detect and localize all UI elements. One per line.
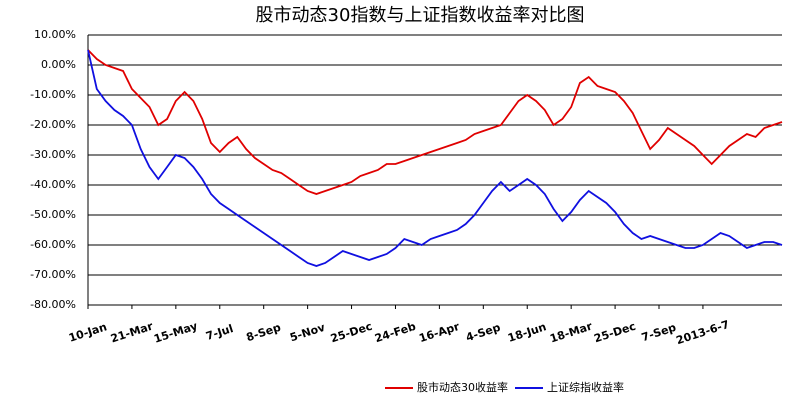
x-tick-label: 7-Sep (640, 321, 678, 344)
y-tick-label: -50.00% (30, 208, 76, 221)
x-tick-label: 15-May (152, 319, 199, 345)
x-tick-label: 25-Dec (592, 320, 637, 346)
x-tick-label: 4-Sep (464, 321, 502, 344)
y-tick-label: -70.00% (30, 268, 76, 281)
y-tick-label: -20.00% (30, 118, 76, 131)
x-tick-label: 18-Jun (506, 320, 548, 345)
x-tick-label: 16-Apr (417, 320, 461, 345)
y-tick-label: 0.00% (41, 58, 76, 71)
y-tick-label: -10.00% (30, 88, 76, 101)
x-tick-label: 24-Feb (373, 320, 417, 345)
x-tick-label: 21-Mar (109, 319, 155, 345)
y-tick-label: -40.00% (30, 178, 76, 191)
x-tick-label: 7-Jul (204, 322, 235, 343)
x-tick-label: 8-Sep (245, 321, 283, 344)
x-tick-label: 18-Mar (548, 319, 594, 345)
x-tick-label: 25-Dec (329, 320, 374, 346)
x-tick-label: 5-Nov (288, 321, 327, 345)
y-tick-label: -60.00% (30, 238, 76, 251)
series-line (87, 49, 783, 267)
legend-label: 上证综指收益率 (547, 380, 624, 394)
y-tick-label: -30.00% (30, 148, 76, 161)
x-tick-label: 10-Jan (67, 320, 108, 344)
y-tick-label: -80.00% (30, 298, 76, 311)
legend-label: 股市动态30收益率 (417, 380, 508, 394)
x-tick-label: 2013-6-7 (675, 318, 731, 347)
series-line (87, 49, 783, 195)
y-tick-label: 10.00% (34, 28, 76, 41)
chart-title: 股市动态30指数与上证指数收益率对比图 (256, 5, 585, 26)
